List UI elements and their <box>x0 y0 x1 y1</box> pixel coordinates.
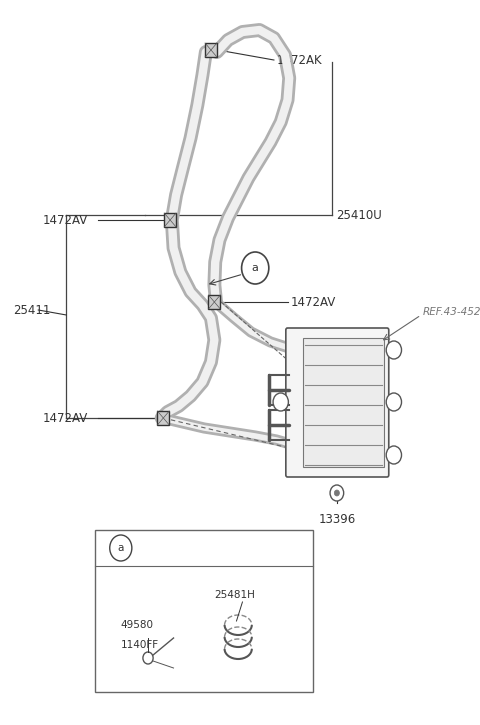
FancyBboxPatch shape <box>286 328 389 477</box>
Text: 1140FF: 1140FF <box>121 640 159 650</box>
Bar <box>208 295 220 309</box>
Circle shape <box>386 393 401 411</box>
Text: 1472AV: 1472AV <box>43 213 88 226</box>
Text: 1472AK: 1472AK <box>276 54 322 67</box>
Circle shape <box>386 341 401 359</box>
Bar <box>205 43 217 57</box>
Text: 49580: 49580 <box>121 620 154 630</box>
Text: 1472AV: 1472AV <box>291 296 336 309</box>
Text: 25411: 25411 <box>13 304 50 317</box>
Text: a: a <box>118 543 124 553</box>
Text: REF.43-452: REF.43-452 <box>423 307 480 317</box>
Bar <box>303 338 384 467</box>
Bar <box>164 213 176 227</box>
Text: 25481H: 25481H <box>215 590 255 600</box>
Bar <box>95 530 313 692</box>
Bar <box>157 411 169 425</box>
Text: 1472AV: 1472AV <box>43 412 88 425</box>
Circle shape <box>386 446 401 464</box>
Text: 25410U: 25410U <box>336 209 382 222</box>
Circle shape <box>110 535 132 561</box>
Circle shape <box>330 485 344 501</box>
Circle shape <box>273 393 288 411</box>
Circle shape <box>334 490 339 496</box>
Text: 13396: 13396 <box>318 513 356 526</box>
Circle shape <box>241 252 269 284</box>
Text: a: a <box>252 263 259 273</box>
Circle shape <box>143 652 153 664</box>
